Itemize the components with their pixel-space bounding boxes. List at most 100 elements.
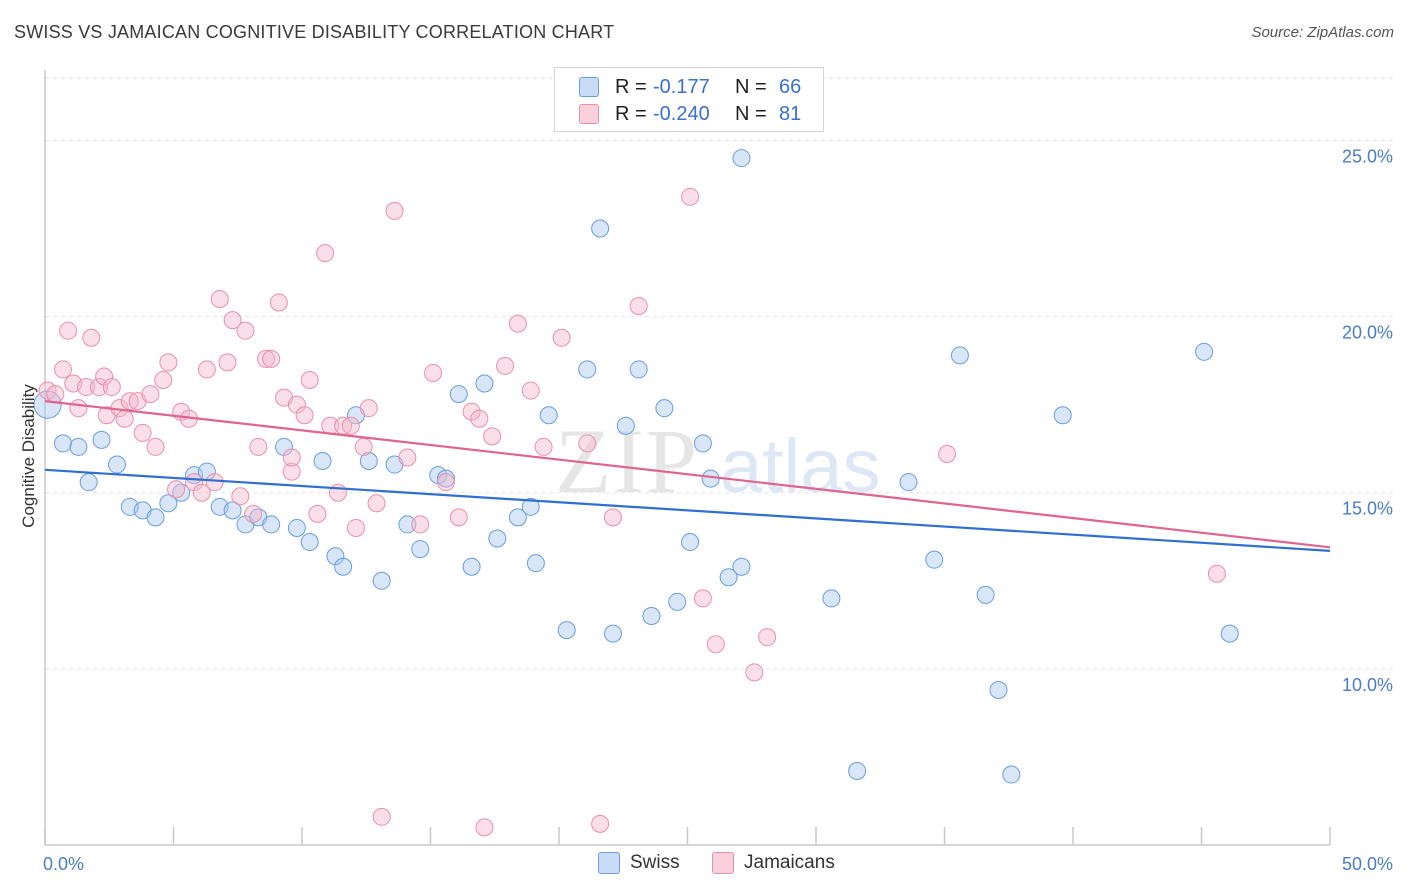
data-point <box>591 219 610 238</box>
data-point <box>475 374 494 393</box>
legend-label-jamaicans: Jamaicans <box>744 852 835 873</box>
data-point <box>385 201 404 220</box>
chart-title: SWISS VS JAMAICAN COGNITIVE DISABILITY C… <box>14 22 615 42</box>
data-point <box>287 395 306 414</box>
data-point <box>578 360 597 379</box>
data-point <box>899 473 918 492</box>
data-point <box>159 353 178 372</box>
y-tick-labels: 10.0% 15.0% 20.0% 25.0% <box>1342 146 1393 694</box>
data-point <box>372 571 391 590</box>
data-point <box>69 399 88 418</box>
source-label: Source: ZipAtlas.com <box>1251 24 1394 41</box>
data-point <box>372 807 391 826</box>
data-point <box>732 557 751 576</box>
data-point <box>53 434 72 453</box>
data-point <box>244 504 263 523</box>
data-point <box>488 529 507 548</box>
data-point <box>398 515 417 534</box>
data-point <box>236 321 255 340</box>
jamaicans-swatch <box>712 852 734 874</box>
data-point <box>341 416 360 435</box>
data-point <box>92 430 111 449</box>
data-point <box>141 385 160 404</box>
data-point <box>526 554 545 573</box>
data-point <box>82 328 101 347</box>
x-tick-label: 0.0% <box>43 854 84 874</box>
data-point <box>218 353 237 372</box>
data-point <box>925 550 944 569</box>
correlation-legend: R = -0.177 N = 66 R = -0.240 N = 81 <box>554 67 824 132</box>
data-point <box>521 497 540 516</box>
data-point <box>496 356 515 375</box>
data-point <box>367 494 386 513</box>
data-point <box>359 399 378 418</box>
data-point <box>629 360 648 379</box>
data-point <box>262 349 281 368</box>
data-point <box>552 328 571 347</box>
data-point <box>308 504 327 523</box>
data-point <box>508 508 527 527</box>
data-point <box>146 508 165 527</box>
watermark: ZIP atlas <box>555 410 881 512</box>
legend-n-label: N = <box>735 75 767 98</box>
data-point <box>693 434 712 453</box>
data-point <box>976 585 995 604</box>
data-point <box>629 297 648 316</box>
data-point <box>249 437 268 456</box>
data-point <box>89 378 108 397</box>
data-point <box>300 533 319 552</box>
legend-r-label: R = <box>615 75 647 98</box>
data-point <box>950 346 969 365</box>
data-point <box>719 568 738 587</box>
data-point <box>53 360 72 379</box>
legend-item-jamaicans[interactable]: Jamaicans <box>712 852 835 874</box>
data-point <box>133 423 152 442</box>
legend-n-value: 66 <box>779 75 802 98</box>
data-point <box>102 378 121 397</box>
data-point <box>1053 406 1072 425</box>
data-point <box>77 378 96 397</box>
data-point <box>668 592 687 611</box>
data-point <box>603 624 622 643</box>
data-point <box>483 427 502 446</box>
data-point <box>282 462 301 481</box>
legend-label-swiss: Swiss <box>630 852 680 873</box>
data-point <box>354 437 373 456</box>
data-point <box>69 437 88 456</box>
data-point <box>436 473 455 492</box>
data-point <box>411 540 430 559</box>
legend-row-jamaicans: R = -0.240 N = 81 <box>579 101 801 127</box>
data-point <box>1207 564 1226 583</box>
data-point <box>1220 624 1239 643</box>
grid-lines <box>45 77 1395 670</box>
legend-n-value: 81 <box>779 102 802 125</box>
data-point <box>313 452 332 471</box>
data-point <box>398 448 417 467</box>
data-point <box>462 402 481 421</box>
y-tick-label: 15.0% <box>1342 499 1393 519</box>
data-point <box>269 293 288 312</box>
data-point <box>603 508 622 527</box>
trend-lines <box>44 400 1331 552</box>
data-point <box>557 621 576 640</box>
data-point <box>210 289 229 308</box>
jamaicans-swatch <box>579 104 599 124</box>
data-point <box>449 385 468 404</box>
data-point <box>1002 765 1021 784</box>
data-point <box>521 381 540 400</box>
swiss-swatch <box>598 852 620 874</box>
data-point <box>172 483 191 502</box>
data-point <box>334 557 353 576</box>
axes <box>44 70 1331 846</box>
data-point <box>578 434 597 453</box>
legend-r-label: R = <box>615 102 647 125</box>
data-point <box>706 635 725 654</box>
data-point <box>989 681 1008 699</box>
data-point <box>642 607 661 626</box>
data-point <box>295 406 314 425</box>
data-point <box>287 518 306 537</box>
data-point <box>449 508 468 527</box>
legend-item-swiss[interactable]: Swiss <box>598 852 680 874</box>
data-point <box>681 533 700 552</box>
